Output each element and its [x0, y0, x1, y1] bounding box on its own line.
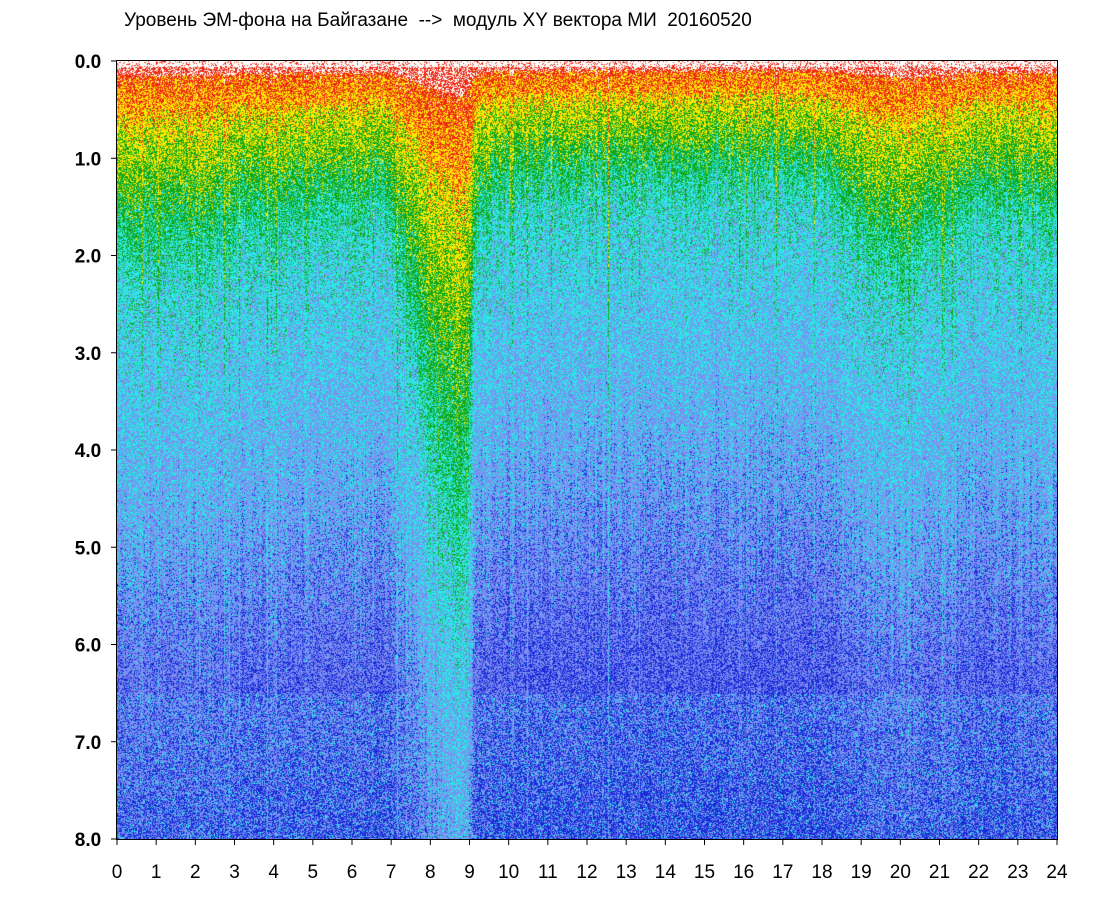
x-tick-label: 11: [538, 862, 558, 883]
x-axis: 0 1 2 3 4 5 6 7 8 9 10 11 12 13 14 15 16 17 18 19 20 21 22 23 24: [112, 839, 1068, 883]
x-tick-label: 16: [733, 862, 754, 883]
y-tick-label: 8.0: [75, 830, 101, 851]
x-tick-label: 4: [268, 862, 279, 883]
x-tick-label: 6: [347, 862, 358, 883]
y-tick-label: 1.0: [75, 149, 101, 170]
plot-area: [116, 60, 1058, 840]
x-tick-label: 0: [112, 862, 123, 883]
x-tick-label: 10: [498, 862, 519, 883]
y-axis: 0.0 1.0 2.0 3.0 4.0 5.0 6.0 7.0 8.0: [75, 52, 117, 851]
chart-title: Уровень ЭМ-фона на Байгазане --> модуль …: [124, 10, 752, 31]
y-tick-label: 4.0: [75, 441, 101, 462]
y-tick-label: 2.0: [75, 247, 101, 268]
x-tick-label: 18: [811, 862, 832, 883]
x-tick-label: 3: [229, 862, 240, 883]
y-tick-label: 0.0: [75, 52, 101, 73]
x-tick-label: 7: [386, 862, 397, 883]
x-tick-label: 15: [694, 862, 715, 883]
x-tick-label: 12: [576, 862, 597, 883]
x-tick-label: 24: [1046, 862, 1068, 883]
x-tick-label: 8: [425, 862, 436, 883]
x-tick-label: 13: [616, 862, 637, 883]
x-tick-label: 2: [190, 862, 201, 883]
x-tick-label: 1: [151, 862, 162, 883]
x-tick-label: 9: [464, 862, 475, 883]
x-tick-label: 19: [851, 862, 872, 883]
x-tick-label: 23: [1007, 862, 1028, 883]
y-tick-label: 7.0: [75, 733, 101, 754]
x-tick-label: 22: [968, 862, 989, 883]
y-tick-label: 5.0: [75, 538, 101, 559]
heatmap-canvas: [117, 61, 1057, 839]
x-tick-label: 21: [929, 862, 950, 883]
y-tick-label: 6.0: [75, 636, 101, 657]
x-tick-label: 5: [308, 862, 319, 883]
x-tick-label: 17: [772, 862, 793, 883]
x-tick-label: 14: [655, 862, 677, 883]
x-tick-label: 20: [890, 862, 911, 883]
y-tick-label: 3.0: [75, 344, 101, 365]
